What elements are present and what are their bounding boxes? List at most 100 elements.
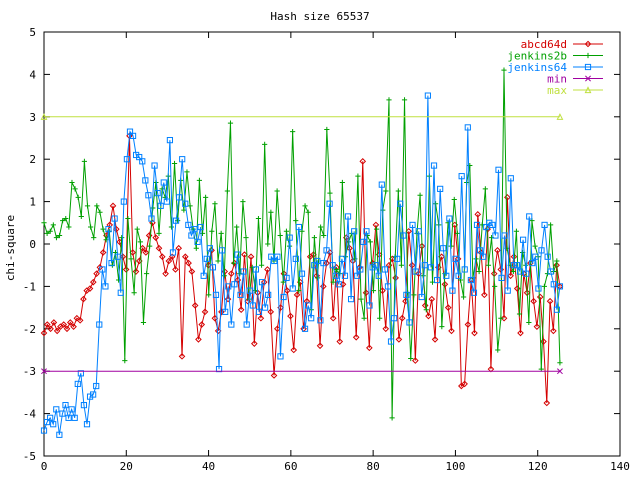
data-point <box>421 262 428 269</box>
data-point <box>200 272 207 279</box>
data-point <box>65 414 72 421</box>
data-point <box>448 243 454 249</box>
y-tick-label: 3 <box>29 111 36 124</box>
data-point <box>366 344 373 352</box>
data-point <box>344 213 352 220</box>
data-point <box>206 245 213 252</box>
data-point <box>262 304 269 311</box>
data-point <box>158 253 166 261</box>
data-point <box>448 327 455 335</box>
data-point <box>40 329 48 337</box>
data-point <box>332 272 339 279</box>
data-point <box>218 308 225 316</box>
chart-title: Hash size 65537 <box>270 10 369 23</box>
data-point <box>193 245 199 251</box>
x-tick-label: 60 <box>284 460 297 473</box>
data-point <box>351 228 358 235</box>
data-point <box>557 360 563 366</box>
data-point <box>228 270 235 277</box>
data-point <box>258 279 266 286</box>
data-point <box>142 249 150 256</box>
data-point <box>175 244 183 252</box>
data-point <box>84 203 91 209</box>
data-point <box>335 281 342 288</box>
data-point <box>533 323 541 330</box>
data-point <box>112 225 120 233</box>
data-point <box>75 194 81 200</box>
data-point <box>507 175 514 182</box>
legend-label: abcd64d <box>521 38 567 51</box>
data-point <box>119 235 125 241</box>
data-point <box>176 194 183 201</box>
data-point <box>191 302 199 309</box>
data-point <box>302 203 308 209</box>
data-point <box>556 368 563 375</box>
data-point <box>154 190 161 197</box>
data-point <box>298 270 306 277</box>
data-point <box>470 289 478 296</box>
data-point <box>373 226 380 232</box>
data-point <box>324 126 330 133</box>
x-tick-label: 20 <box>120 460 133 473</box>
data-point <box>363 228 370 235</box>
data-point <box>105 226 112 233</box>
data-point <box>225 283 232 290</box>
data-point <box>425 312 432 320</box>
data-point <box>137 239 143 245</box>
data-point <box>318 224 324 230</box>
data-point <box>544 253 551 260</box>
data-point <box>44 230 50 236</box>
data-point <box>440 245 447 252</box>
data-point <box>321 232 327 239</box>
data-point <box>516 268 524 275</box>
data-point <box>179 156 186 163</box>
data-point <box>90 391 97 398</box>
data-point <box>355 173 361 179</box>
data-point <box>431 336 439 343</box>
data-point <box>66 319 74 326</box>
axis-ticks: 0 20 40 60 80 100 120 140 -5 -4 -3 -2 -1 0 1 2 3 4 5 <box>23 26 630 473</box>
data-point <box>70 323 77 330</box>
data-point <box>482 186 488 192</box>
data-point <box>157 202 164 209</box>
data-point <box>89 278 97 286</box>
y-tick-label: -4 <box>23 408 37 421</box>
data-point <box>305 302 312 309</box>
data-point <box>93 270 100 277</box>
series-line-jenkins64 <box>43 95 561 435</box>
data-point <box>358 296 364 302</box>
data-point <box>182 200 189 207</box>
data-point <box>406 319 413 326</box>
data-point <box>301 325 309 332</box>
data-point <box>197 223 204 231</box>
data-point <box>219 247 226 254</box>
data-point <box>517 329 524 337</box>
data-point <box>212 291 220 298</box>
data-point <box>526 213 533 220</box>
data-point <box>50 421 57 428</box>
data-point <box>480 253 487 260</box>
data-point <box>88 224 94 230</box>
data-point <box>185 221 192 229</box>
data-point <box>541 221 548 229</box>
y-tick-label: -2 <box>23 323 36 336</box>
data-point <box>535 285 542 292</box>
data-point <box>209 228 215 234</box>
data-point <box>231 281 238 288</box>
data-point <box>221 273 227 279</box>
data-point <box>339 179 345 186</box>
data-point <box>519 236 527 243</box>
series-max <box>40 113 564 120</box>
data-point <box>257 314 265 322</box>
data-point <box>461 380 468 388</box>
data-point <box>172 266 179 273</box>
x-tick-label: 100 <box>445 460 465 473</box>
data-point <box>289 285 296 292</box>
data-point <box>132 268 140 275</box>
data-point <box>494 247 501 254</box>
data-point <box>47 228 53 234</box>
data-point <box>400 232 407 239</box>
data-point <box>251 340 258 347</box>
data-point <box>162 270 169 277</box>
